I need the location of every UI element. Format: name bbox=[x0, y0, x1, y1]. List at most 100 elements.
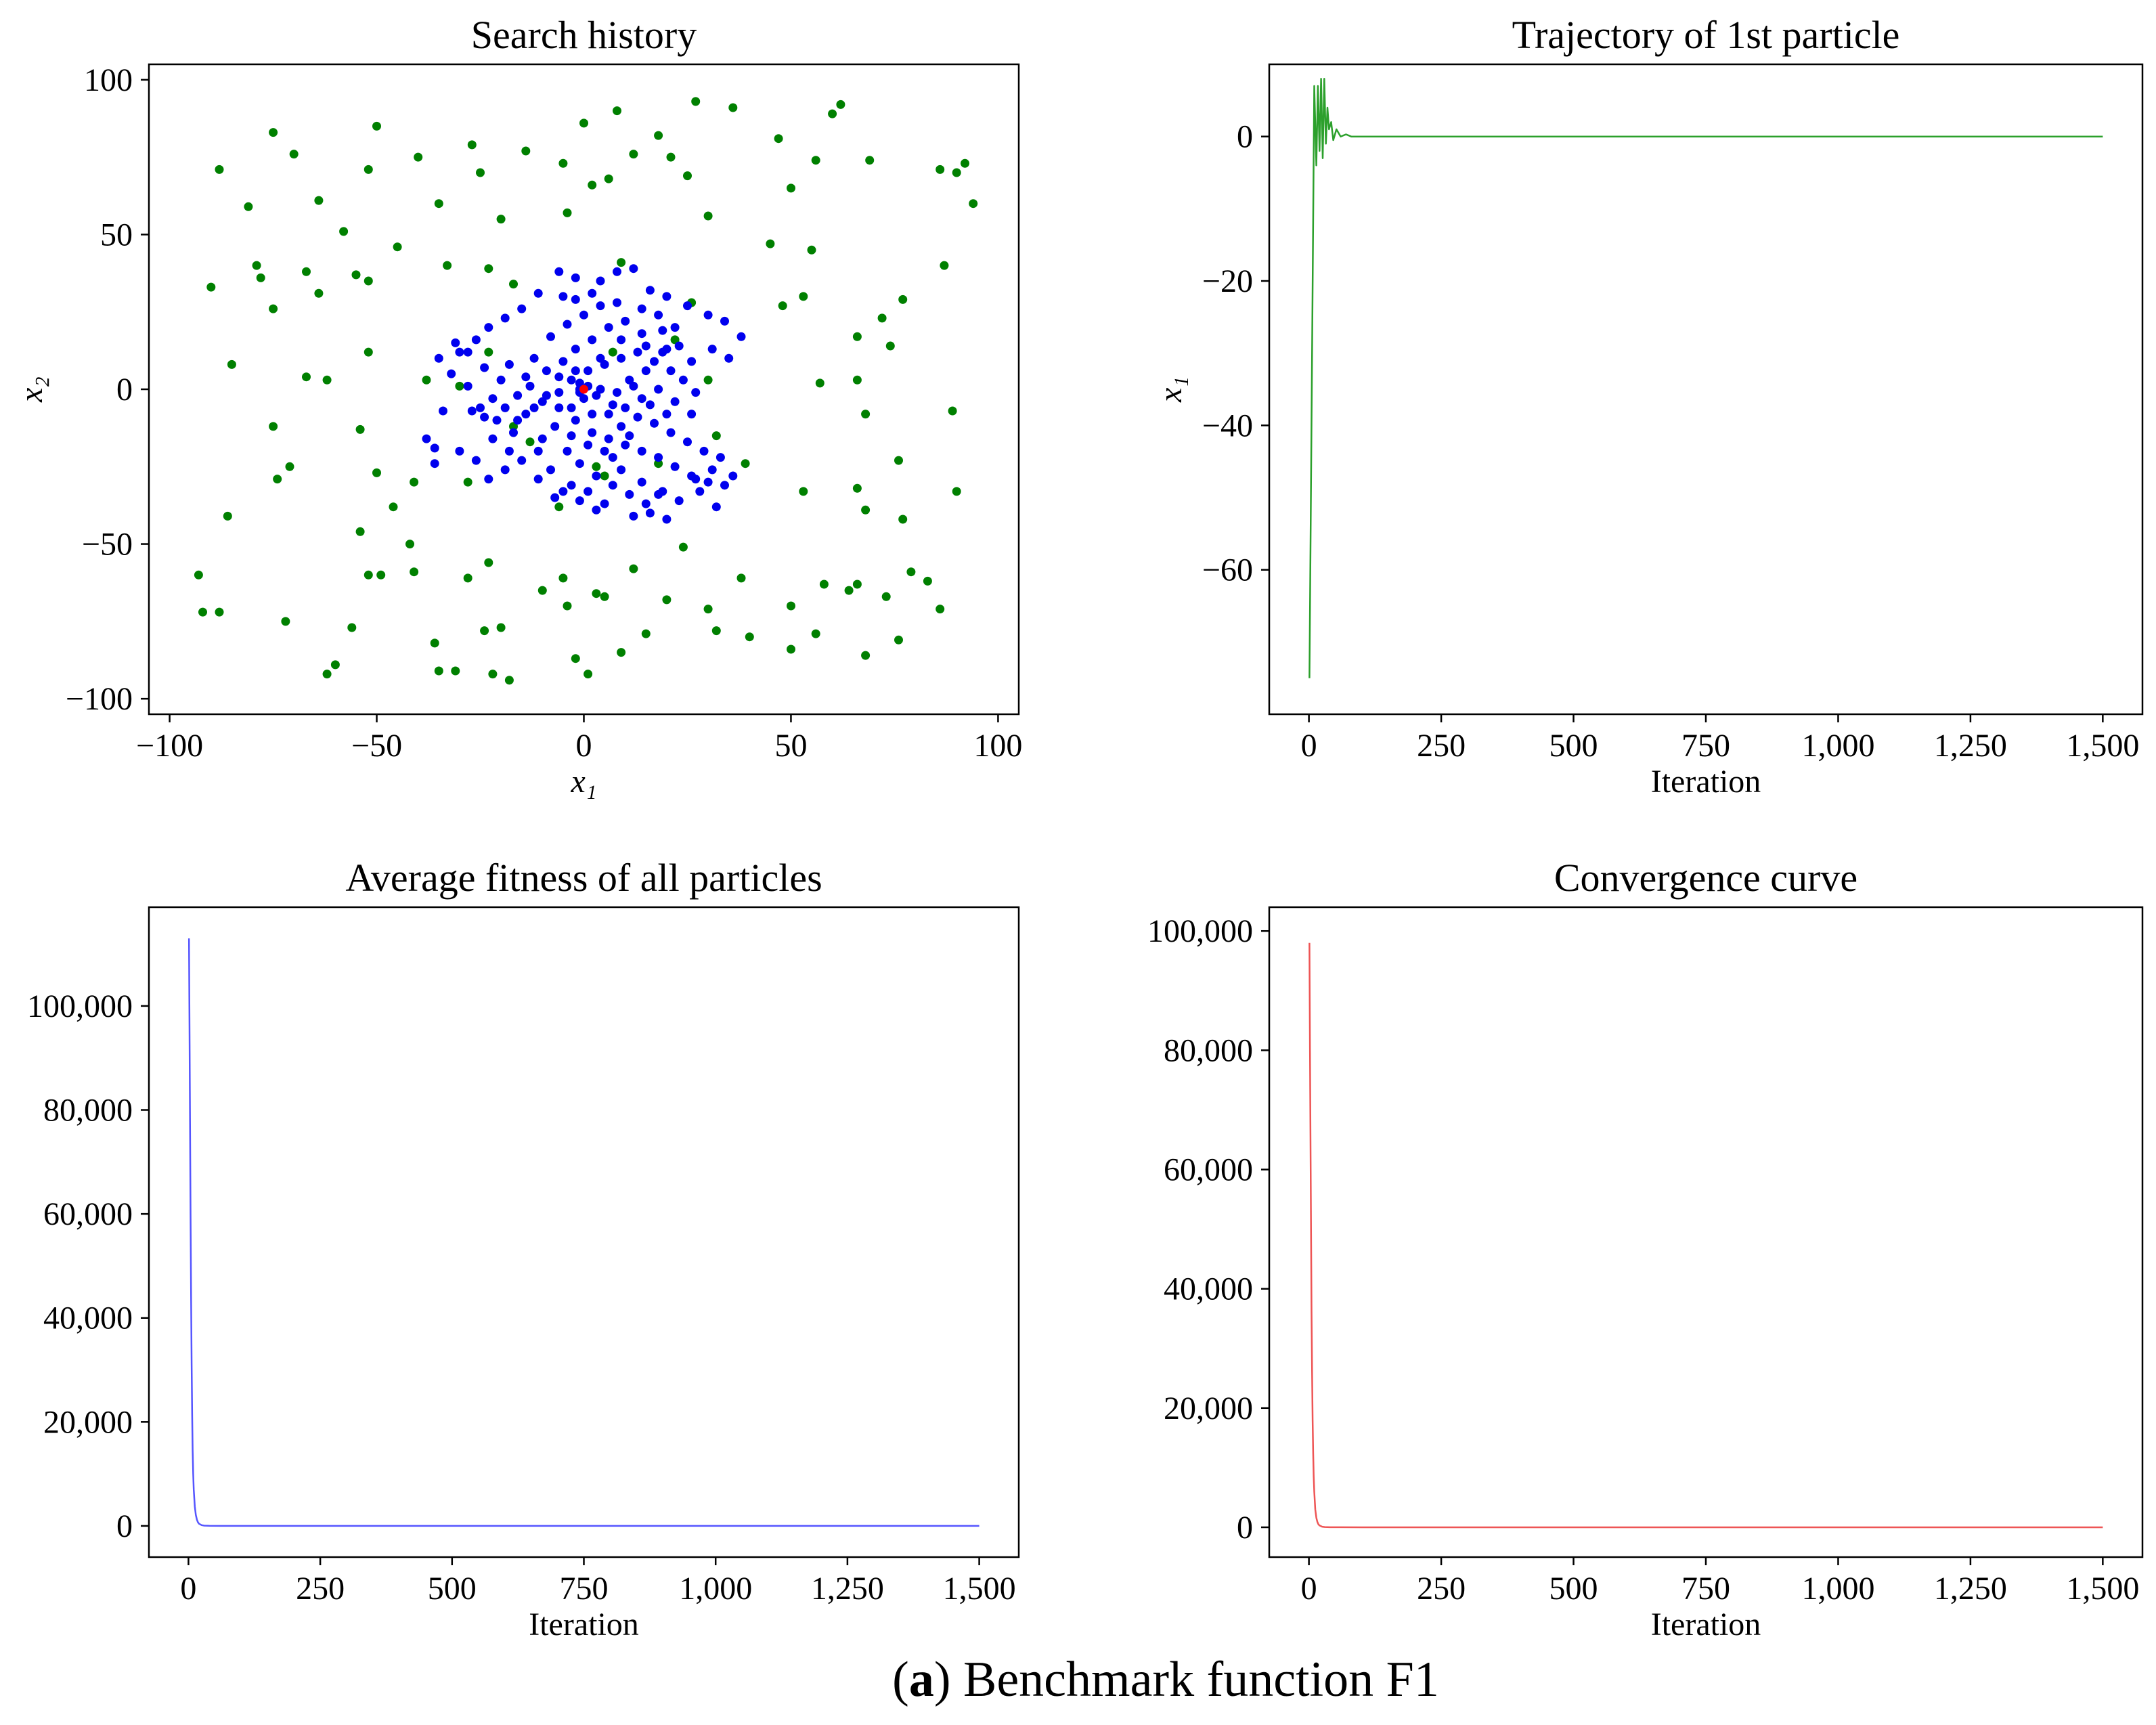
scatter-point bbox=[625, 375, 634, 385]
scatter-point bbox=[641, 366, 651, 376]
scatter-point bbox=[654, 453, 663, 462]
scatter-point bbox=[476, 403, 485, 412]
scatter-point bbox=[496, 375, 506, 385]
scatter-point bbox=[774, 134, 783, 144]
scatter-point bbox=[654, 459, 663, 468]
scatter-point bbox=[650, 418, 659, 428]
x-tick-label: 1,000 bbox=[1801, 728, 1874, 764]
plot-frame bbox=[148, 906, 1020, 1558]
scatter-point bbox=[629, 564, 638, 573]
scatter-point bbox=[654, 310, 663, 320]
scatter-point bbox=[600, 359, 609, 369]
scatter-point bbox=[567, 481, 576, 490]
scatter-point bbox=[223, 511, 232, 521]
scatter-point bbox=[256, 273, 265, 282]
scatter-point bbox=[372, 121, 381, 131]
scatter-point bbox=[596, 353, 605, 363]
x-tick-label: 1,500 bbox=[2066, 1571, 2139, 1607]
scatter-point bbox=[579, 118, 588, 128]
scatter-point bbox=[410, 477, 419, 487]
scatter-point bbox=[666, 152, 676, 162]
scatter-point bbox=[588, 410, 597, 419]
scatter-point bbox=[637, 304, 646, 313]
scatter-point bbox=[558, 573, 568, 583]
scatter-point bbox=[463, 477, 472, 487]
scatter-point bbox=[604, 410, 613, 419]
scatter-point bbox=[852, 375, 862, 385]
scatter-point bbox=[546, 332, 555, 341]
scatter-point bbox=[745, 632, 754, 642]
series-search-agents-late- bbox=[422, 264, 746, 524]
scatter-point bbox=[567, 403, 576, 412]
scatter-point bbox=[592, 462, 601, 471]
scatter-point bbox=[533, 446, 543, 456]
x-tick-label: 50 bbox=[774, 728, 807, 764]
scatter-point bbox=[537, 434, 547, 443]
scatter-point bbox=[567, 375, 576, 385]
scatter-point bbox=[617, 335, 626, 345]
y-tick-label: 20,000 bbox=[43, 1404, 133, 1440]
x-tick-label: −100 bbox=[136, 728, 203, 764]
scatter-point bbox=[674, 496, 684, 506]
caption-prefix: ( bbox=[892, 1652, 909, 1707]
x-tick-label: 750 bbox=[1681, 1571, 1730, 1607]
scatter-point bbox=[629, 264, 638, 274]
scatter-point bbox=[662, 515, 672, 524]
scatter-point bbox=[948, 406, 957, 416]
scatter-point bbox=[637, 329, 646, 339]
panel-convergence-curve: Convergence curve 0 250 500 750 1,000 1,250 1,5… bbox=[1147, 856, 2144, 1642]
scatter-point bbox=[898, 515, 908, 524]
scatter-point bbox=[579, 310, 588, 320]
scatter-point bbox=[558, 487, 568, 496]
scatter-point bbox=[952, 168, 961, 177]
y-axis-label: x₂ bbox=[14, 376, 49, 403]
scatter-point bbox=[285, 462, 294, 471]
scatter-point bbox=[608, 400, 617, 410]
scatter-point bbox=[550, 493, 560, 502]
scatter-point bbox=[430, 459, 439, 468]
y-tick-label: −20 bbox=[1202, 263, 1253, 299]
y-tick-label: 100 bbox=[84, 62, 133, 98]
scatter-point bbox=[666, 428, 676, 437]
scatter-point bbox=[906, 567, 916, 577]
scatter-point bbox=[736, 573, 746, 583]
scatter-point bbox=[608, 481, 617, 490]
scatter-point bbox=[613, 298, 621, 307]
scatter-point bbox=[430, 638, 439, 648]
scatter-point bbox=[881, 592, 891, 601]
scatter-point bbox=[707, 465, 717, 475]
scatter-point bbox=[393, 242, 402, 252]
scatter-point bbox=[617, 258, 626, 267]
chart-title: Average fitness of all particles bbox=[345, 856, 822, 900]
y-tick-label: 60,000 bbox=[43, 1196, 133, 1232]
scatter-point bbox=[629, 150, 638, 159]
scatter-point bbox=[687, 410, 697, 419]
scatter-point bbox=[496, 623, 506, 632]
scatter-point bbox=[525, 437, 535, 447]
scatter-point bbox=[521, 372, 531, 382]
scatter-point bbox=[451, 338, 460, 347]
series-line bbox=[1308, 78, 2103, 678]
x-tick-label: 250 bbox=[1417, 1571, 1466, 1607]
scatter-point bbox=[728, 103, 738, 112]
scatter-point bbox=[302, 267, 311, 276]
scatter-point bbox=[811, 629, 820, 638]
scatter-point bbox=[621, 403, 630, 412]
scatter-point bbox=[711, 626, 721, 636]
scatter-point bbox=[571, 294, 580, 304]
scatter-point bbox=[554, 372, 564, 382]
scatter-point bbox=[952, 487, 961, 496]
scatter-point bbox=[533, 288, 543, 298]
x-tick-label: 1,000 bbox=[1801, 1571, 1874, 1607]
scatter-point bbox=[969, 199, 978, 209]
scatter-point bbox=[537, 586, 547, 595]
scatter-point bbox=[691, 97, 701, 106]
scatter-point bbox=[542, 391, 551, 400]
x-tick-label: 0 bbox=[1301, 1571, 1317, 1607]
scatter-point bbox=[670, 462, 680, 471]
scatter-point bbox=[617, 353, 626, 363]
scatter-point bbox=[720, 481, 729, 490]
scatter-point bbox=[596, 276, 605, 286]
x-tick-label: 0 bbox=[576, 728, 592, 764]
